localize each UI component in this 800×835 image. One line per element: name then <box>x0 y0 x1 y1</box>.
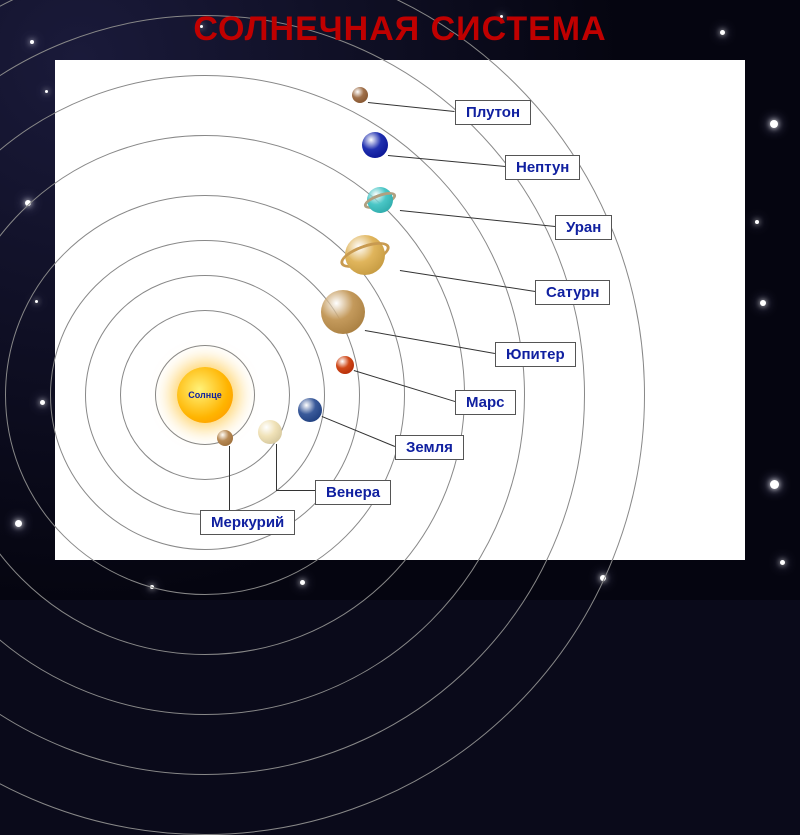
planet-label: Юпитер <box>495 342 576 367</box>
planet <box>336 356 354 374</box>
planet <box>321 290 365 334</box>
page-title: СОЛНЕЧНАЯ СИСТЕМА <box>193 10 606 49</box>
star <box>760 300 766 306</box>
planet-label: Марс <box>455 390 516 415</box>
planet <box>362 132 388 158</box>
leader-line <box>276 444 277 490</box>
planet-label: Земля <box>395 435 464 460</box>
planet-label: Уран <box>555 215 612 240</box>
star <box>770 120 778 128</box>
star <box>780 560 785 565</box>
planet-label: Сатурн <box>535 280 610 305</box>
leader-line <box>276 490 315 491</box>
sun-label: Солнце <box>188 390 221 400</box>
planet <box>217 430 233 446</box>
sun: Солнце <box>177 367 233 423</box>
planet-label: Меркурий <box>200 510 295 535</box>
star <box>770 480 779 489</box>
planet-label: Плутон <box>455 100 531 125</box>
solar-system-diagram: Солнце Меркурий ВенераЗемля Марс Юпитер Сату… <box>55 60 745 560</box>
leader-line <box>229 446 230 510</box>
planet <box>258 420 282 444</box>
planet-label: Венера <box>315 480 391 505</box>
planet <box>298 398 322 422</box>
planet <box>352 87 368 103</box>
star <box>755 220 759 224</box>
star <box>720 30 725 35</box>
planet-label: Нептун <box>505 155 580 180</box>
